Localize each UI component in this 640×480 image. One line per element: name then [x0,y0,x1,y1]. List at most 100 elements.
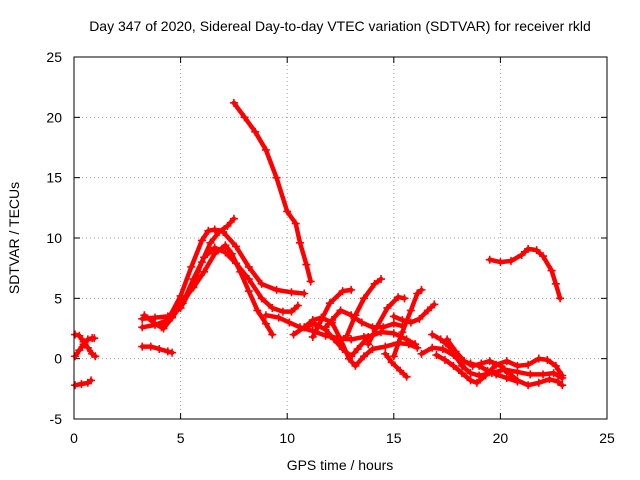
data-point [308,332,317,341]
data-point [553,377,562,386]
data-point [210,249,219,258]
data-point [449,361,458,370]
series-arc-22 [443,335,567,390]
data-point [71,352,80,361]
data-point [223,221,232,230]
data-point [351,361,360,370]
data-point [372,323,381,332]
x-tick-label: 5 [177,430,185,446]
data-point [200,253,209,262]
x-tick-label: 15 [386,430,402,446]
data-point [394,293,403,302]
data-point [558,381,567,390]
data-point [547,266,556,275]
data-point [206,238,215,247]
series-track [323,308,405,330]
data-point [261,311,270,320]
data-point [485,357,494,366]
data-point [244,262,253,271]
x-axis-label: GPS time / hours [287,457,394,473]
data-point [432,351,441,360]
data-point [168,312,177,321]
data-point [556,294,565,303]
data-point [351,311,360,320]
y-tick-labels: -5 0 5 10 15 20 25 [46,49,62,427]
data-point [404,340,413,349]
series-arc-3 [71,376,96,390]
data-point [353,345,362,354]
data-point [87,376,96,385]
data-point [400,294,409,303]
data-point [359,294,368,303]
x-tick-label: 20 [493,430,509,446]
series-arc-2 [71,334,99,361]
data-point [244,287,253,296]
data-point [524,360,533,369]
data-point [357,318,366,327]
series-arc-24 [485,244,565,303]
data-point [458,361,467,370]
data-point [458,369,467,378]
series-arc-7 [157,241,277,339]
data-point [513,361,522,370]
data-point [187,262,196,271]
data-point [210,225,219,234]
data-point [472,378,481,387]
data-point [176,291,185,300]
data-point [364,340,373,349]
data-point [545,375,554,384]
data-point [524,244,533,253]
data-point [443,335,452,344]
y-tick-label: 0 [54,351,62,367]
data-point [229,214,238,223]
data-point [163,347,172,356]
data-point [146,342,155,351]
data-point [91,352,100,361]
y-axis-label: SDTVAR / TECUs [6,182,22,294]
data-point [300,289,309,298]
data-point [428,343,437,352]
data-point [287,288,296,297]
data-point [438,345,447,354]
data-point [485,255,494,264]
data-point [387,358,396,367]
data-point [90,334,99,343]
data-point [274,313,283,322]
data-point [240,113,249,122]
data-point [481,371,490,380]
y-tick-label: 25 [46,49,62,65]
data-point [430,300,439,309]
data-point [539,370,548,379]
data-point [325,299,334,308]
data-point [342,331,351,340]
data-point [327,316,336,325]
data-point [423,306,432,315]
data-point [257,279,266,288]
data-point [451,347,460,356]
data-point [526,370,535,379]
data-point [308,316,317,325]
series-track [231,100,313,284]
data-point [477,359,486,368]
data-point [232,242,241,251]
series-track [263,312,375,342]
data-point [157,323,166,332]
data-point [413,289,422,298]
data-point [155,345,164,354]
data-point [466,376,475,385]
data-point [71,330,80,339]
data-point [517,250,526,259]
data-point [268,303,277,312]
data-point [468,361,477,370]
data-point [321,323,330,332]
data-point [370,279,379,288]
data-point [71,381,80,390]
x-tick-label: 10 [279,430,295,446]
data-point [221,241,230,250]
data-point [389,352,398,361]
data-point [151,319,160,328]
series-arc-23 [432,351,567,387]
data-point [287,307,296,316]
data-point [381,342,390,351]
data-point [496,258,505,267]
